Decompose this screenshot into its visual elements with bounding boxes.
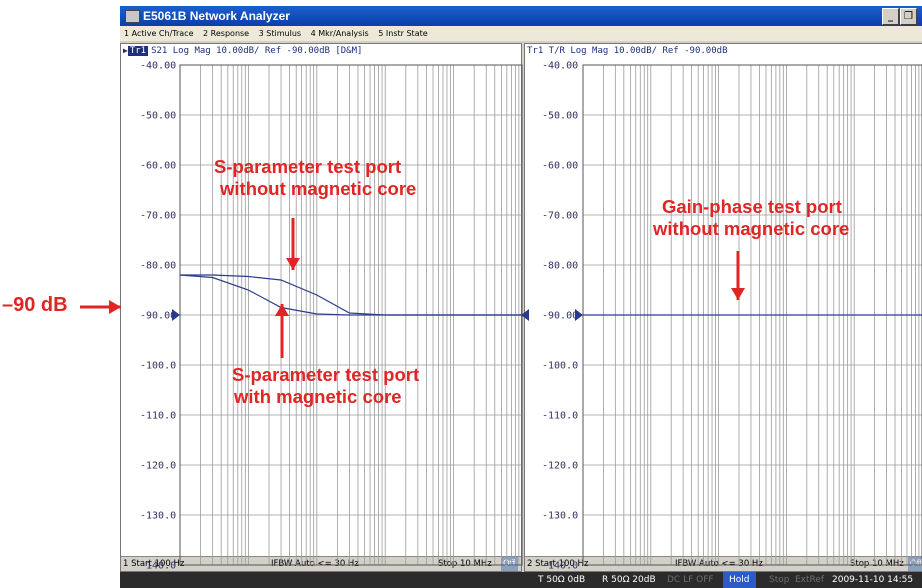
status-bar: T 50Ω 0dB R 50Ω 20dB DC LF OFF Hold Stop… — [120, 572, 922, 588]
ref-90db-label: –90 dB — [2, 294, 68, 316]
ch1-y-tick-label: -80.00 — [140, 261, 176, 272]
channel-2-trace-info: Tr1 T/R Log Mag 10.00dB/ Ref -90.00dB — [527, 46, 728, 56]
channel-1-header: ▶ Tr1 S21 Log Mag 10.00dB/ Ref -90.00dB [D… — [123, 44, 362, 58]
ch1-trace-0 — [180, 274, 522, 316]
ch1-y-tick-label: -90.00 — [140, 311, 176, 322]
ch2-y-tick-label: -70.00 — [542, 211, 578, 222]
minimize-button[interactable]: _ — [882, 8, 899, 25]
status-hold[interactable]: Hold — [723, 572, 756, 588]
active-trace-arrow-icon: ▶ — [123, 46, 128, 55]
annotation-gain-phase-line1: Gain-phase test port — [662, 196, 842, 217]
restore-button[interactable]: ❐ — [900, 8, 917, 25]
channel-2-stop: Stop 10 MHz — [850, 559, 904, 569]
ch1-y-tick-label: -120.0 — [140, 461, 176, 472]
ch1-ref-marker-right-icon — [521, 309, 529, 321]
ch2-y-tick-label: -90.00 — [542, 311, 578, 322]
ch2-y-tick-label: -130.0 — [542, 511, 578, 522]
status-r-port: R 50Ω 20dB — [602, 575, 656, 585]
title-bar: E5061B Network Analyzer _ ❐ — [120, 6, 922, 26]
status-stop: Stop — [769, 575, 790, 585]
ch1-y-tick-label: -60.00 — [140, 161, 176, 172]
channel-1-ifbw: IFBW Auto <= 30 Hz — [271, 559, 359, 569]
channel-2-header: Tr1 T/R Log Mag 10.00dB/ Ref -90.00dB — [527, 44, 727, 58]
trace-tag[interactable]: Tr1 — [127, 46, 149, 56]
channel-1-trace-info: S21 Log Mag 10.00dB/ Ref -90.00dB [D&M] — [151, 46, 363, 56]
s-param-with-arrow-head-icon — [275, 304, 289, 316]
ch1-y-tick-label: -130.0 — [140, 511, 176, 522]
ch1-trace-1 — [179, 274, 522, 316]
window-title: E5061B Network Analyzer — [143, 9, 290, 23]
annotation-s-param-without-line1: S-parameter test port — [214, 156, 402, 177]
annotation-s-param-without-line2: without magnetic core — [220, 178, 417, 199]
channel-1-start: 1 Start 100 Hz — [123, 559, 185, 569]
ch2-y-tick-label: -60.00 — [542, 161, 578, 172]
channel-2-pane[interactable]: Tr1 T/R Log Mag 10.00dB/ Ref -90.00dB 2 … — [524, 43, 922, 572]
status-extref: ExtRef — [795, 575, 825, 585]
channel-1-off-indicator: Off — [501, 557, 518, 571]
menu-active-ch-trace[interactable]: 1 Active Ch/Trace — [124, 29, 194, 38]
annotation-s-param-with-line2: with magnetic core — [234, 386, 402, 407]
menu-mkr-analysis[interactable]: 4 Mkr/Analysis — [310, 29, 369, 38]
ch1-y-tick-label: -140.0 — [140, 561, 176, 572]
ch2-y-tick-label: -100.0 — [542, 361, 578, 372]
ch2-y-tick-label: -110.0 — [542, 411, 578, 422]
ch2-y-tick-label: -80.00 — [542, 261, 578, 272]
ch2-ref-marker-left-icon — [575, 309, 583, 321]
ch1-y-tick-label: -50.00 — [140, 111, 176, 122]
channel-2-start: 2 Start 100 Hz — [527, 559, 589, 569]
menu-response[interactable]: 2 Response — [203, 29, 250, 38]
status-t-port: T 50Ω 0dB — [538, 575, 586, 585]
gain-phase-arrow-head-icon — [731, 288, 745, 300]
app-icon — [125, 10, 140, 23]
menu-stimulus[interactable]: 3 Stimulus — [258, 29, 302, 38]
status-dc-lf: DC LF OFF — [667, 575, 714, 585]
annotation-s-param-with-line1: S-parameter test port — [232, 364, 420, 385]
ch2-y-tick-label: -50.00 — [542, 111, 578, 122]
annotation-gain-phase-line2: without magnetic core — [653, 218, 850, 239]
ch1-y-tick-label: -100.0 — [140, 361, 176, 372]
ch1-y-tick-label: -110.0 — [140, 411, 176, 422]
ch1-ref-marker-left-icon — [172, 309, 180, 321]
s-param-without-arrow-head-icon — [286, 258, 300, 270]
ch1-y-tick-label: -40.00 — [140, 61, 176, 72]
channel-1-stop: Stop 10 MHz — [438, 559, 492, 569]
status-datetime: 2009-11-10 14:55 — [832, 575, 914, 585]
ch2-y-tick-label: -140.0 — [542, 561, 578, 572]
ch1-y-tick-label: -70.00 — [140, 211, 176, 222]
ref-90db-arrow-head-icon — [109, 300, 121, 314]
ch2-y-tick-label: -120.0 — [542, 461, 578, 472]
softkey-menu-bar: 1 Active Ch/Trace 2 Response 3 Stimulus … — [120, 26, 922, 41]
ch2-y-tick-label: -40.00 — [542, 61, 578, 72]
menu-instr-state[interactable]: 5 Instr State — [378, 29, 428, 38]
